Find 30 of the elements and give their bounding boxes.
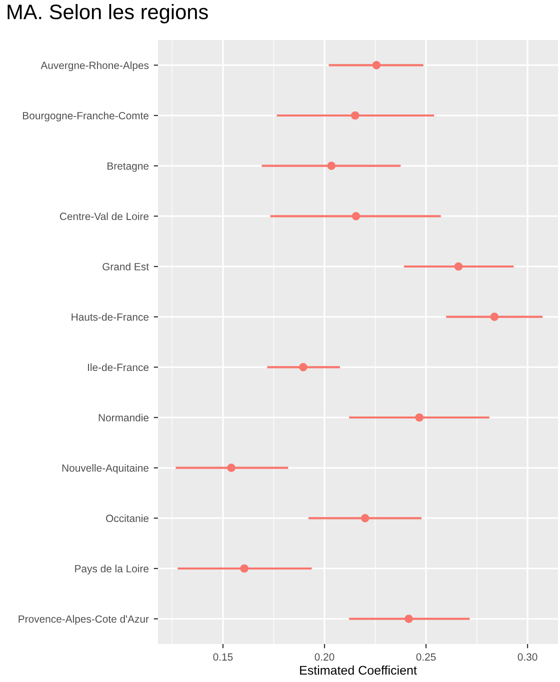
- y-tick-label: Ile-de-France: [88, 363, 149, 372]
- point: [227, 464, 236, 472]
- point: [490, 312, 499, 321]
- point: [352, 212, 360, 220]
- y-tick-label: Bourgogne-Franche-Comte: [23, 112, 149, 122]
- point: [360, 514, 370, 522]
- chart-title: MA. Selon les regions: [8, 4, 208, 24]
- y-tick-label: Bretagne: [108, 162, 149, 172]
- x-tick-label: 0.15: [213, 653, 233, 661]
- y-tick-label: Auvergne-Rhone-Alpes: [40, 61, 149, 72]
- y-tick-label: Normandie: [98, 414, 149, 422]
- y-tick-label: Provence-Alpes-Cote d'Azur: [18, 615, 149, 625]
- y-tick-label: Grand Est: [102, 262, 149, 270]
- y-tick-label: Occitanie: [106, 514, 149, 522]
- x-axis-title: Estimated Coefficient: [300, 666, 417, 675]
- point: [404, 614, 413, 623]
- y-tick-label: Hauts-de-France: [72, 313, 149, 321]
- point: [454, 262, 463, 271]
- x-tick-label: 0.20: [314, 653, 334, 661]
- point: [372, 61, 381, 70]
- y-tick-label: Pays de la Loire: [75, 564, 149, 574]
- point: [415, 413, 424, 422]
- x-tick-label: 0.25: [416, 653, 436, 661]
- y-tick-label: Nouvelle-Aquitaine: [62, 464, 149, 474]
- y-tick-label: Centre-Val de Loire: [60, 212, 149, 220]
- x-tick-label: 0.30: [518, 653, 538, 661]
- point: [240, 564, 248, 573]
- point: [327, 162, 336, 170]
- point: [299, 363, 308, 372]
- point: [350, 111, 360, 120]
